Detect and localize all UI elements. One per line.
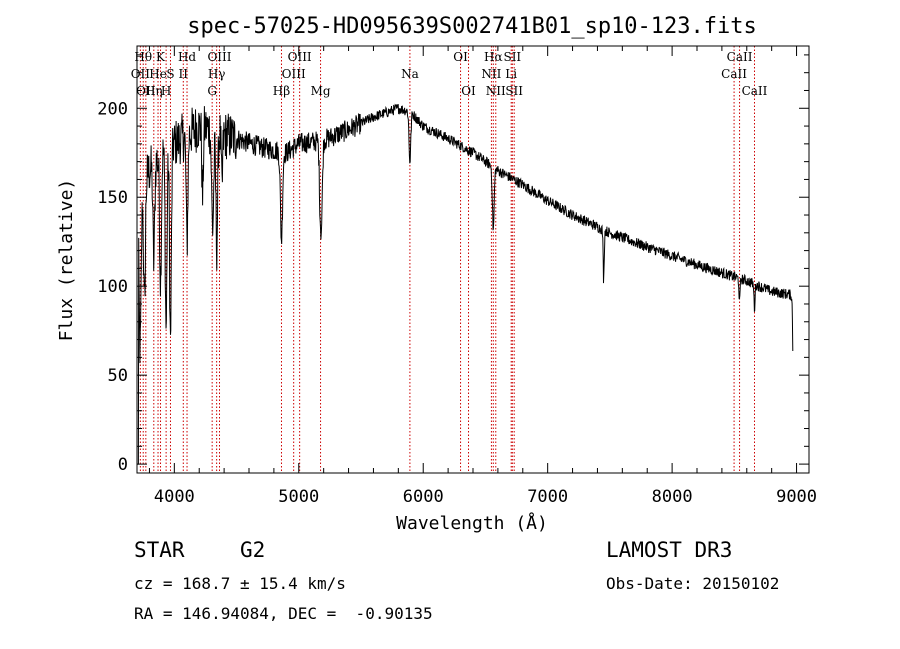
spectrum-line [137, 103, 794, 465]
line-label-5: K [156, 50, 166, 64]
line-label-4: He [149, 67, 167, 81]
x-tick-label-3: 7000 [527, 487, 568, 507]
y-axis: 0 50 100 150 200 [97, 54, 809, 475]
line-label-7: S [166, 67, 174, 81]
line-label-27: CaII [727, 50, 753, 64]
line-label-15: OIII [288, 50, 312, 64]
line-label-1: Hθ [134, 50, 152, 64]
line-label-9: Hd [178, 50, 196, 64]
redshift-cz: cz = 168.7 ± 15.4 km/s [134, 574, 346, 593]
line-label-18: OI [453, 50, 468, 64]
x-tick-label-1: 5000 [278, 487, 319, 507]
x-tick-label-4: 8000 [652, 487, 693, 507]
coordinates: RA = 146.94084, DEC = -0.90135 [134, 604, 433, 623]
line-label-17: Na [401, 67, 419, 81]
line-label-8: II [179, 67, 189, 81]
x-tick-label-0: 4000 [154, 487, 195, 507]
line-label-14: OIII [282, 67, 306, 81]
y-tick-label-4: 200 [97, 99, 128, 119]
line-label-20: NII [481, 67, 501, 81]
line-label-10: G [207, 84, 217, 98]
line-label-16: Mg [311, 84, 331, 98]
y-axis-label: Flux (relative) [56, 179, 77, 342]
line-label-19: OI [461, 84, 476, 98]
plot-frame [136, 45, 810, 474]
line-label-6: H [161, 84, 171, 98]
x-axis-label: Wavelength (Å) [396, 512, 548, 534]
line-label-25: SII [505, 84, 523, 98]
x-tick-label-5: 9000 [776, 487, 817, 507]
object-type: STAR [134, 538, 185, 562]
y-tick-label-1: 50 [108, 366, 128, 386]
y-tick-label-0: 0 [118, 455, 128, 475]
line-label-0: OII [131, 67, 151, 81]
survey-name: LAMOST DR3 [606, 538, 733, 562]
y-tick-label-2: 100 [97, 277, 128, 297]
line-label-13: Hβ [273, 84, 290, 98]
spectral-line-markers [139, 46, 755, 473]
x-axis: 4000 5000 6000 7000 8000 9000 [148, 46, 817, 507]
obs-date: Obs-Date: 20150102 [606, 574, 780, 593]
line-label-23: Li [505, 67, 517, 81]
line-label-21: Hα [484, 50, 503, 64]
line-label-11: Hγ [208, 67, 226, 81]
line-label-26: CaII [721, 67, 747, 81]
line-label-3: Hη [145, 84, 163, 98]
line-label-2: OII [136, 84, 156, 98]
line-label-28: CaII [742, 84, 768, 98]
y-tick-label-3: 150 [97, 188, 128, 208]
object-subclass: G2 [240, 538, 266, 562]
line-label-12: OIII [207, 50, 231, 64]
line-label-22: NII [486, 84, 506, 98]
line-label-24: SII [503, 50, 521, 64]
chart-title: spec-57025-HD095639S002741B01_sp10-123.f… [187, 14, 757, 39]
x-tick-label-2: 6000 [403, 487, 444, 507]
